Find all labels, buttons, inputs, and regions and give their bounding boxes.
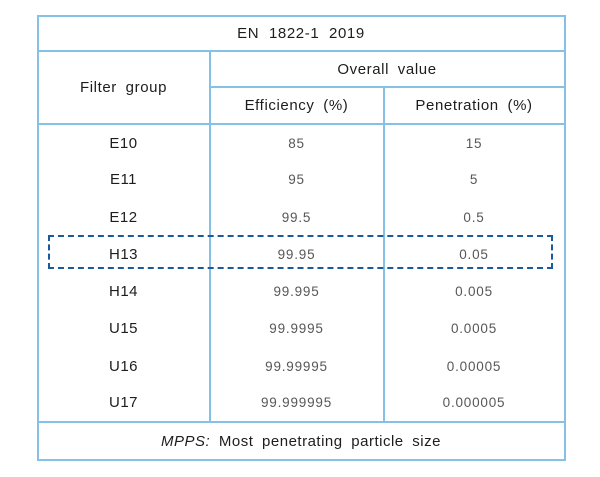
efficiency-value: 95 — [208, 161, 385, 199]
filter-classification-table-container: EN 1822-1 2019 Filter group Overall valu… — [36, 15, 566, 461]
table-footer-row: MPPS: Most penetrating particle size — [36, 421, 566, 461]
mpps-footnote: MPPS: Most penetrating particle size — [36, 421, 566, 461]
filter-group-value: E10 — [36, 124, 211, 162]
column-header-filter-group: Filter group — [36, 50, 211, 125]
column-header-penetration: Penetration (%) — [382, 86, 566, 125]
efficiency-value: 85 — [208, 124, 385, 162]
efficiency-value: 99.999995 — [208, 384, 385, 422]
penetration-value: 15 — [382, 124, 566, 162]
table-title-row: EN 1822-1 2019 — [36, 15, 566, 52]
efficiency-value: 99.9995 — [208, 310, 385, 348]
penetration-value: 0.5 — [382, 198, 566, 236]
column-header-efficiency: Efficiency (%) — [208, 86, 385, 125]
penetration-value: 5 — [382, 161, 566, 199]
penetration-value: 0.00005 — [382, 347, 566, 385]
penetration-value: 0.005 — [382, 273, 566, 311]
table-row: U17 99.999995 0.000005 — [36, 384, 566, 422]
efficiency-value: 99.995 — [208, 273, 385, 311]
table-row-highlighted: H13 99.95 0.05 — [36, 235, 566, 273]
filter-group-value: U16 — [36, 347, 211, 385]
table-title: EN 1822-1 2019 — [36, 15, 566, 52]
filter-group-value: H14 — [36, 273, 211, 311]
mpps-abbreviation: MPPS: — [161, 432, 211, 450]
efficiency-value: 99.99995 — [208, 347, 385, 385]
filter-group-value: H13 — [36, 235, 211, 273]
mpps-definition: Most penetrating particle size — [218, 432, 441, 450]
table-header-row-1: Filter group Overall value — [36, 50, 566, 125]
penetration-value: 0.05 — [382, 235, 566, 273]
penetration-value: 0.000005 — [382, 384, 566, 422]
filter-classification-table: EN 1822-1 2019 Filter group Overall valu… — [36, 15, 566, 461]
filter-group-value: E11 — [36, 161, 211, 199]
filter-group-value: U15 — [36, 310, 211, 348]
efficiency-value: 99.95 — [208, 235, 385, 273]
filter-group-value: U17 — [36, 384, 211, 422]
table-row: U16 99.99995 0.00005 — [36, 347, 566, 385]
penetration-value: 0.0005 — [382, 310, 566, 348]
table-row: U15 99.9995 0.0005 — [36, 310, 566, 348]
table-row: H14 99.995 0.005 — [36, 273, 566, 311]
table-row: E10 85 15 — [36, 124, 566, 162]
table-row: E11 95 5 — [36, 161, 566, 199]
table-header-row-2: Efficiency (%) Penetration (%) — [38, 86, 566, 125]
filter-group-value: E12 — [36, 198, 211, 236]
efficiency-value: 99.5 — [208, 198, 385, 236]
column-header-overall-value: Overall value — [208, 50, 566, 88]
table-row: E12 99.5 0.5 — [36, 198, 566, 236]
